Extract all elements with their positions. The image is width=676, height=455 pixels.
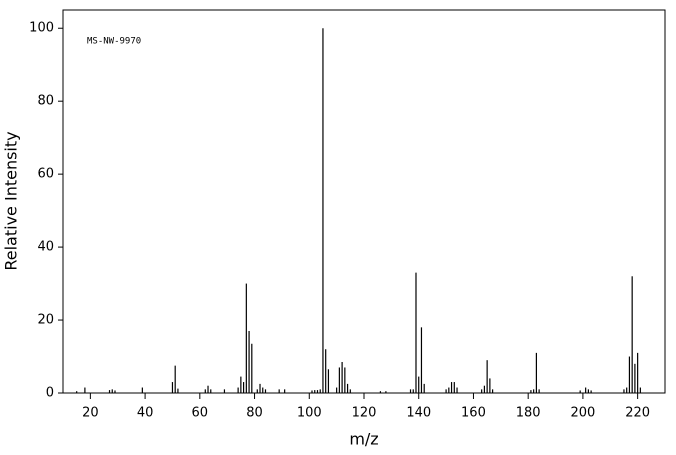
x-tick-label: 140 (406, 406, 431, 421)
x-tick-label: 60 (192, 406, 209, 421)
x-tick-label: 20 (82, 406, 99, 421)
x-tick-label: 40 (137, 406, 154, 421)
plot-frame (62, 9, 666, 394)
x-axis-label: m/z (349, 430, 378, 449)
y-tick-label: 100 (29, 21, 54, 36)
x-tick-label: 180 (516, 406, 541, 421)
y-tick-label: 80 (37, 94, 54, 109)
y-tick-label: 60 (37, 167, 54, 182)
x-tick-label: 120 (352, 406, 377, 421)
y-tick-label: 0 (46, 386, 54, 401)
y-axis-label: Relative Intensity (2, 131, 21, 270)
x-tick-label: 220 (625, 406, 650, 421)
x-tick-label: 160 (461, 406, 486, 421)
annotation: MS-NW-9970 (87, 37, 141, 47)
y-tick-label: 20 (37, 313, 54, 328)
x-tick-label: 200 (570, 406, 595, 421)
y-tick-label: 40 (37, 240, 54, 255)
x-tick-label: 100 (297, 406, 322, 421)
x-tick-label: 80 (246, 406, 263, 421)
